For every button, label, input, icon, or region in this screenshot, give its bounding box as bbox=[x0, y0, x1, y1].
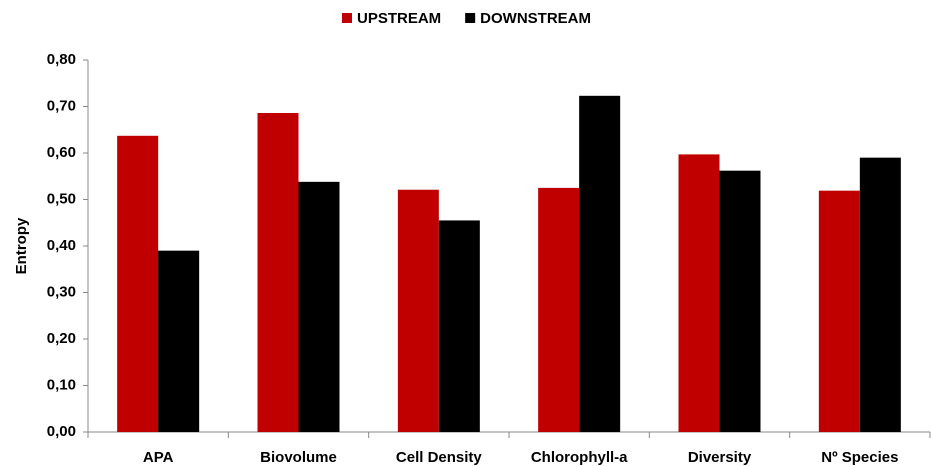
legend-label: UPSTREAM bbox=[357, 10, 441, 27]
legend-label: DOWNSTREAM bbox=[480, 10, 591, 27]
y-tick-label: 0,60 bbox=[47, 144, 76, 161]
y-tick-label: 0,30 bbox=[47, 283, 76, 300]
x-tick-label: Nº Species bbox=[821, 449, 898, 466]
legend-swatch bbox=[342, 13, 352, 23]
bar bbox=[438, 220, 480, 432]
bar bbox=[678, 154, 720, 432]
legend-swatch bbox=[465, 13, 476, 23]
bar bbox=[257, 113, 299, 432]
x-tick-label: Biovolume bbox=[260, 449, 337, 466]
bar bbox=[158, 250, 200, 432]
y-tick-label: 0,80 bbox=[47, 51, 76, 68]
x-tick-label: Chlorophyll-a bbox=[531, 449, 628, 466]
x-tick-label: Diversity bbox=[688, 449, 752, 466]
y-axis-label: Entropy bbox=[13, 217, 30, 274]
bar bbox=[397, 189, 439, 432]
bar bbox=[579, 95, 621, 433]
y-tick-label: 0,70 bbox=[47, 97, 76, 114]
x-tick-label: APA bbox=[143, 449, 174, 466]
bar bbox=[818, 190, 860, 432]
y-tick-label: 0,20 bbox=[47, 330, 76, 347]
y-tick-label: 0,40 bbox=[47, 237, 76, 254]
y-tick-label: 0,00 bbox=[47, 423, 76, 440]
y-tick-label: 0,10 bbox=[47, 376, 76, 393]
y-tick-label: 0,50 bbox=[47, 190, 76, 207]
bar bbox=[859, 157, 901, 432]
bar bbox=[719, 170, 761, 433]
x-tick-label: Cell Density bbox=[396, 449, 483, 466]
bar bbox=[538, 187, 580, 432]
bar bbox=[298, 181, 340, 432]
bar bbox=[117, 135, 159, 433]
